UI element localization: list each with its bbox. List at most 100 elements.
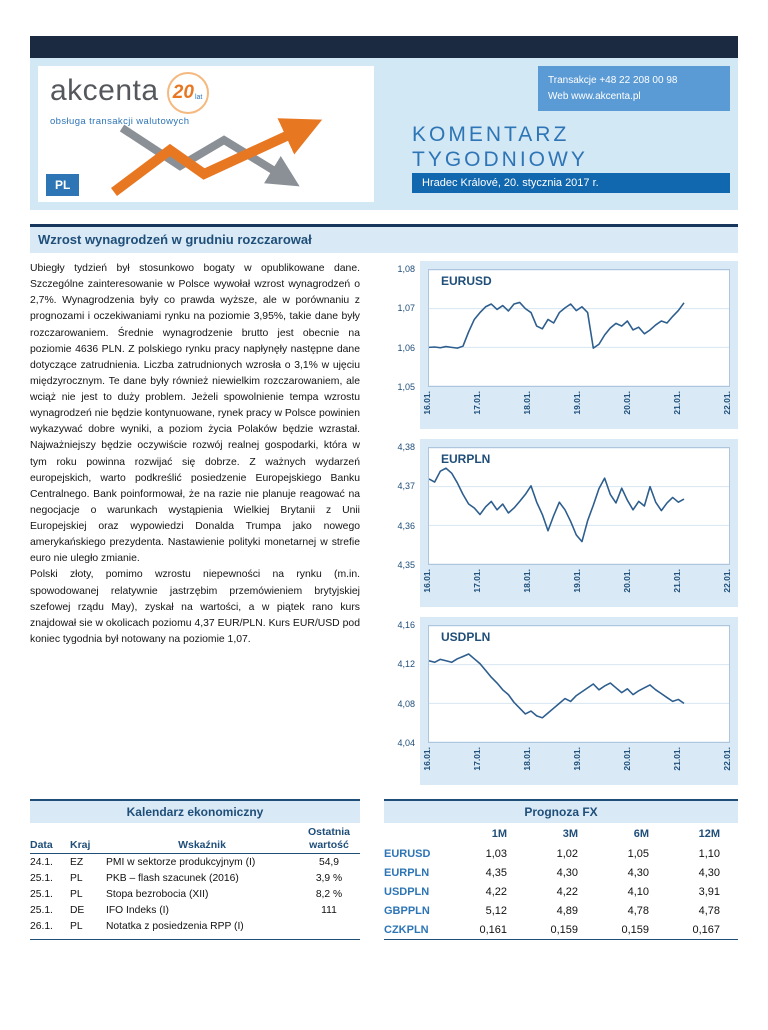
forecast-value: 0,167 <box>692 923 720 936</box>
calendar-body: 24.1. EZ PMI w sektorze produkcyjnym (I) 54… <box>30 854 360 934</box>
calendar-cell: EZ <box>70 856 84 868</box>
calendar-row: 25.1. DE IFO Indeks (I) 111 <box>30 902 360 918</box>
x-tick-label: 18.01. <box>522 747 532 771</box>
chart-plot-area: EURPLN <box>428 447 730 565</box>
calendar-cell: 54,9 <box>318 856 340 868</box>
chart-eurpln: 4,38 4,37 4,36 4,35 EURPLN 16.01. 17.01. 18.0… <box>384 439 738 607</box>
calendar-cell: PL <box>70 872 83 884</box>
calendar-header-data: Data <box>30 839 53 852</box>
calendar-header-wartosc: Ostatnia wartość <box>307 826 350 851</box>
y-tick-label: 4,35 <box>397 559 415 570</box>
x-tick-label: 20.01. <box>622 747 632 771</box>
chart-title: EURPLN <box>441 452 491 466</box>
x-tick-label: 17.01. <box>472 391 482 415</box>
forecast-value: 4,22 <box>556 885 578 898</box>
forecast-header-6m: 6M <box>633 828 649 840</box>
y-tick-label: 1,05 <box>397 381 415 392</box>
calendar-header-kraj: Kraj <box>70 839 91 852</box>
forecast-pair-label: EURPLN <box>384 866 430 879</box>
y-tick-label: 4,36 <box>397 520 415 531</box>
calendar-title: Kalendarz ekonomiczny <box>30 799 360 823</box>
calendar-cell: 25.1. <box>30 872 53 884</box>
newsletter-page: akcenta 20 lat obsługa transakcji waluto… <box>0 36 768 940</box>
forecast-row: EURUSD 1,03 1,02 1,05 1,10 <box>384 844 738 863</box>
x-tick-label: 21.01. <box>672 569 682 593</box>
chart-eurusd: 1,08 1,07 1,06 1,05 EURUSD 16.01. 17.01. 18.0… <box>384 261 738 429</box>
y-tick-label: 4,08 <box>397 698 415 709</box>
x-tick-label: 18.01. <box>522 569 532 593</box>
forecast-header-row: 1M 3M 6M 12M <box>384 823 738 844</box>
y-axis-labels: 4,38 4,37 4,36 4,35 <box>384 442 420 570</box>
top-bar <box>30 36 738 58</box>
forecast-header-1m: 1M <box>491 828 507 840</box>
forecast-pair-label: GBPPLN <box>384 904 430 917</box>
bottom-tables: Kalendarz ekonomiczny Data Kraj Wskaźnik… <box>30 799 738 940</box>
forecast-value: 4,30 <box>698 866 720 879</box>
article-paragraph: Polski złoty, pomimo wzrostu niepewności… <box>30 569 360 645</box>
x-tick-label: 16.01. <box>422 747 432 771</box>
chart-title: USDPLN <box>441 630 491 644</box>
x-axis-labels: 16.01. 17.01. 18.01. 19.01. 20.01. 21.01. 22.0… <box>422 567 732 605</box>
contact-web: Web www.akcenta.pl <box>548 89 720 105</box>
x-tick-label: 17.01. <box>472 569 482 593</box>
x-tick-label: 22.01. <box>722 747 732 771</box>
calendar-row: 26.1. PL Notatka z posiedzenia RPP (I) <box>30 918 360 934</box>
x-tick-label: 19.01. <box>572 747 582 771</box>
forecast-value: 5,12 <box>485 904 507 917</box>
forecast-value: 0,159 <box>550 923 578 936</box>
forecast-value: 4,78 <box>627 904 649 917</box>
header: akcenta 20 lat obsługa transakcji waluto… <box>30 58 738 210</box>
article-paragraph: Ubiegły tydzień był stosunkowo bogaty w … <box>30 263 360 565</box>
chart-usdpln: 4,16 4,12 4,08 4,04 USDPLN 16.01. 17.01. 18.0… <box>384 617 738 785</box>
forecast-value: 0,159 <box>621 923 649 936</box>
article-headline-text: Wzrost wynagrodzeń w grudniu rozczarował <box>38 232 312 247</box>
anniversary-unit: lat <box>194 93 203 101</box>
chart-panel: EURPLN 16.01. 17.01. 18.01. 19.01. 20.01. 21.… <box>420 439 738 607</box>
calendar-cell: PL <box>70 920 83 932</box>
calendar-cell: PKB – flash szacunek (2016) <box>106 872 239 884</box>
calendar-cell <box>298 921 360 932</box>
x-tick-label: 22.01. <box>722 391 732 415</box>
document-title: KOMENTARZ TYGODNIOWY <box>412 123 730 173</box>
forecast-value: 4,78 <box>698 904 720 917</box>
x-tick-label: 20.01. <box>622 569 632 593</box>
forecast-row: GBPPLN 5,12 4,89 4,78 4,78 <box>384 901 738 920</box>
forecast-pair-label: CZKPLN <box>384 923 429 936</box>
forecast-value: 3,91 <box>698 885 720 898</box>
calendar-cell: 3,9 % <box>315 872 343 884</box>
forecast-header-spacer <box>384 828 454 840</box>
calendar-cell: 111 <box>321 904 337 916</box>
calendar-header-wskaznik: Wskaźnik <box>178 839 226 852</box>
calendar-cell: Notatka z posiedzenia RPP (I) <box>106 920 244 932</box>
chart-plot-area: EURUSD <box>428 269 730 387</box>
forecast-value: 0,161 <box>479 923 507 936</box>
y-axis-labels: 1,08 1,07 1,06 1,05 <box>384 264 420 392</box>
forecast-value: 4,30 <box>556 866 578 879</box>
chart-panel: EURUSD 16.01. 17.01. 18.01. 19.01. 20.01. 21.… <box>420 261 738 429</box>
forecast-row: USDPLN 4,22 4,22 4,10 3,91 <box>384 882 738 901</box>
forecast-row: EURPLN 4,35 4,30 4,30 4,30 <box>384 863 738 882</box>
contact-phone: Transakcje +48 22 208 00 98 <box>548 75 678 86</box>
chart-title: EURUSD <box>441 274 492 288</box>
calendar-cell: Stopa bezrobocia (XII) <box>106 888 209 900</box>
x-tick-label: 17.01. <box>472 747 482 771</box>
forecast-body: EURUSD 1,03 1,02 1,05 1,10 EURPLN 4,35 4,30 4,30… <box>384 844 738 939</box>
dateline-bar: Hradec Králové, 20. stycznia 2017 r. <box>412 172 730 193</box>
forecast-row: CZKPLN 0,161 0,159 0,159 0,167 <box>384 920 738 939</box>
forecast-value: 4,22 <box>485 885 507 898</box>
forecast-value: 1,10 <box>698 847 720 860</box>
charts-column: 1,08 1,07 1,06 1,05 EURUSD 16.01. 17.01. 18.0… <box>384 261 738 785</box>
forecast-header-12m: 12M <box>698 828 720 840</box>
calendar-row: 24.1. EZ PMI w sektorze produkcyjnym (I) 54… <box>30 854 360 870</box>
calendar-row: 25.1. PL PKB – flash szacunek (2016) 3,9 % <box>30 870 360 886</box>
document-title-line1: KOMENTARZ <box>412 123 570 146</box>
header-right: Transakcje +48 22 208 00 98 Web www.akce… <box>412 66 730 202</box>
logo-box: akcenta 20 lat obsługa transakcji waluto… <box>38 66 374 202</box>
y-tick-label: 1,07 <box>397 303 415 314</box>
y-tick-label: 4,12 <box>397 659 415 670</box>
website-link[interactable]: www.akcenta.pl <box>571 90 641 102</box>
contact-box: Transakcje +48 22 208 00 98 Web www.akce… <box>538 66 730 111</box>
x-tick-label: 21.01. <box>672 747 682 771</box>
y-tick-label: 4,38 <box>397 442 415 452</box>
main-content: Ubiegły tydzień był stosunkowo bogaty w … <box>30 261 738 785</box>
